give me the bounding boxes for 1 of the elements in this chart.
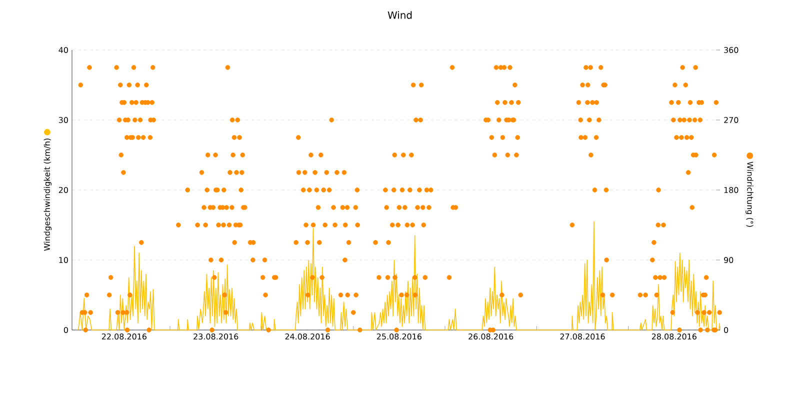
chart-title: Wind xyxy=(388,11,412,19)
